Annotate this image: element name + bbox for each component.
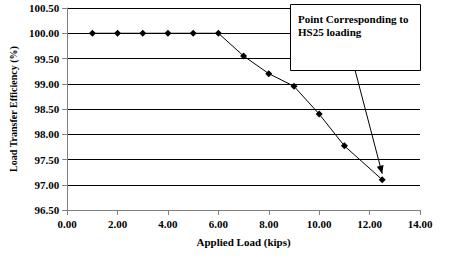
svg-text:100.00: 100.00 [29,27,60,39]
svg-text:98.00: 98.00 [34,128,59,140]
svg-text:100.50: 100.50 [29,2,60,14]
svg-text:98.50: 98.50 [34,103,59,115]
svg-text:HS25 loading: HS25 loading [298,26,362,38]
svg-text:14.00: 14.00 [408,218,433,230]
svg-text:Applied Load (kips): Applied Load (kips) [196,236,290,249]
svg-text:2.00: 2.00 [108,218,128,230]
svg-text:Load Transfer Efficiency (%): Load Transfer Efficiency (%) [8,46,20,172]
svg-text:96.50: 96.50 [34,204,59,216]
svg-text:97.50: 97.50 [34,154,59,166]
svg-text:4.00: 4.00 [158,218,178,230]
svg-text:12.00: 12.00 [357,218,382,230]
svg-text:10.00: 10.00 [307,218,332,230]
svg-text:0.00: 0.00 [58,218,78,230]
svg-text:97.00: 97.00 [34,179,59,191]
svg-text:99.50: 99.50 [34,53,59,65]
svg-text:Point Corresponding to: Point Corresponding to [298,13,411,25]
svg-text:6.00: 6.00 [209,218,229,230]
svg-text:8.00: 8.00 [259,218,279,230]
svg-text:99.00: 99.00 [34,78,59,90]
